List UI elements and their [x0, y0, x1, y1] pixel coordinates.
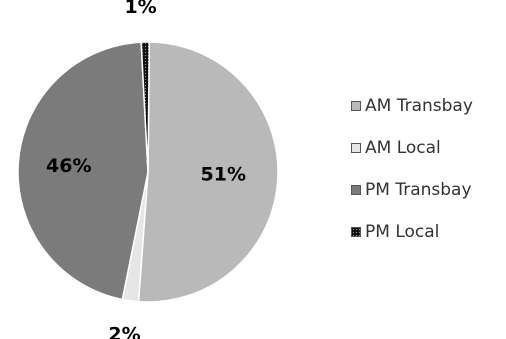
legend-label-am-transbay: AM Transbay	[365, 96, 473, 116]
data-label-am-local: 2%	[108, 324, 140, 339]
legend-swatch-pm-transbay	[351, 185, 361, 195]
data-label-pm-local: 1%	[124, 0, 156, 18]
pie-data-labels: 51% 2% 46% 1%	[46, 0, 246, 339]
legend-item-am-local: AM Local	[351, 138, 506, 158]
legend-item-am-transbay: AM Transbay	[351, 96, 506, 116]
legend-swatch-am-local	[351, 143, 361, 153]
legend-label-pm-local: PM Local	[365, 222, 440, 242]
pie-slice-pm-transbay	[17, 41, 149, 301]
legend-swatch-am-transbay	[351, 101, 361, 111]
legend-swatch-pm-local	[351, 227, 361, 237]
data-label-pm-transbay: 46%	[46, 155, 91, 177]
legend-item-pm-transbay: PM Transbay	[351, 180, 506, 200]
legend-label-am-local: AM Local	[365, 138, 441, 158]
chart-legend: AM Transbay AM Local PM Transbay PM Loca…	[351, 96, 506, 264]
legend-label-pm-transbay: PM Transbay	[365, 180, 472, 200]
pie-slice-am-transbay	[137, 41, 279, 303]
data-label-am-transbay: 51%	[201, 164, 246, 186]
legend-item-pm-local: PM Local	[351, 222, 506, 242]
pie-slice-pm-local	[140, 41, 151, 173]
pie-slices	[17, 41, 279, 303]
